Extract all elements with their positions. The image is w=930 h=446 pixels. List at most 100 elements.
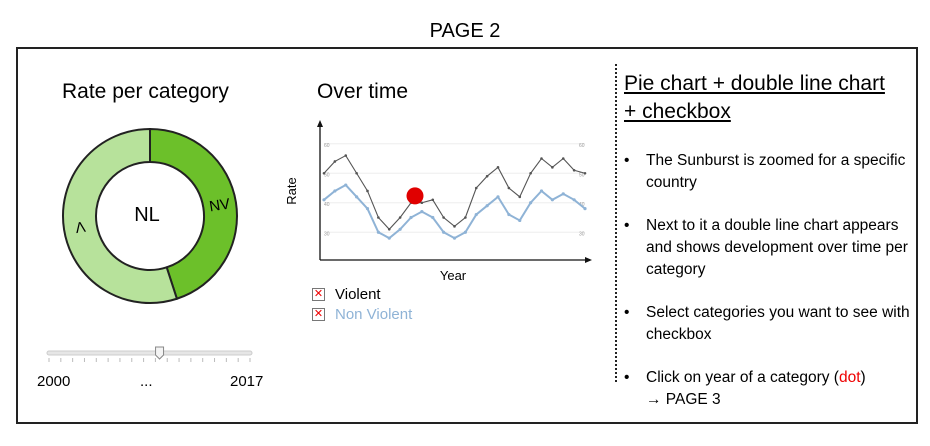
legend-non-violent[interactable]: ✕ Non Violent (312, 306, 412, 323)
series-point (322, 198, 326, 202)
slider-end-label: 2017 (230, 373, 264, 390)
series-point (518, 195, 522, 199)
y-tick-label-right: 50 (579, 172, 585, 178)
series-point (551, 166, 554, 169)
series-point (355, 195, 359, 199)
note-item: Next to it a double line chart appears a… (622, 215, 912, 281)
legend-violent[interactable]: ✕ Violent (312, 286, 381, 303)
series-point (464, 216, 467, 219)
series-point (442, 216, 445, 219)
slider-start-label: 2000 (37, 373, 71, 390)
y-tick-label: 50 (324, 172, 330, 178)
series-point (365, 207, 370, 211)
series-point (485, 204, 489, 208)
series-point (583, 171, 587, 175)
donut-center-label: NL (134, 204, 160, 226)
section-divider (615, 64, 617, 382)
series-point (387, 236, 391, 240)
series-point (398, 216, 402, 219)
series-point (507, 212, 511, 217)
note-dot-word: dot (838, 369, 861, 386)
notes-title: Pie chart + double line chart + checkbox (624, 70, 885, 126)
donut-chart[interactable]: NV V NL (55, 128, 245, 308)
series-point (474, 186, 478, 190)
series-point (561, 192, 565, 196)
series-point (453, 225, 456, 228)
series-point (322, 171, 326, 175)
notes-list: The Sunburst is zoomed for a specific co… (622, 150, 912, 432)
series-point (333, 160, 337, 163)
note-page-link[interactable]: → PAGE 3 (646, 391, 721, 408)
y-axis-label: Rate (284, 177, 299, 204)
x-axis-arrow (585, 257, 592, 263)
series-point (550, 198, 554, 202)
series-point (572, 169, 576, 172)
legend-violent-label: Violent (335, 286, 381, 303)
note-text: Click on year of a category ( (646, 369, 839, 386)
series-point (463, 230, 467, 234)
x-axis-label: Year (440, 268, 467, 283)
series-point (561, 157, 565, 160)
page-title: PAGE 2 (429, 20, 501, 42)
series-point (355, 171, 358, 175)
series-point (420, 201, 424, 205)
series-point (518, 218, 522, 223)
series-point (431, 198, 435, 202)
slider-track[interactable] (46, 350, 253, 356)
series-line (323, 183, 586, 240)
series-point (333, 189, 337, 193)
note-text-end: ) (860, 369, 866, 386)
series-point (398, 227, 402, 231)
note-item: The Sunburst is zoomed for a specific co… (622, 150, 912, 194)
year-slider[interactable] (45, 345, 255, 369)
series-point (539, 189, 544, 193)
donut-title: Rate per category (62, 80, 229, 103)
y-tick-label: 60 (324, 143, 330, 149)
content-frame (16, 47, 918, 424)
y-tick-label-right: 30 (579, 231, 585, 237)
highlight-dot[interactable] (406, 187, 424, 205)
line-chart-title: Over time (317, 80, 409, 103)
series-point (474, 212, 478, 217)
y-tick-label-right: 40 (579, 202, 585, 208)
violent-checkbox[interactable]: ✕ (312, 288, 325, 301)
note-item: Click on year of a category (dot) → PAGE… (622, 367, 912, 411)
series-point (496, 195, 500, 199)
series-point (431, 215, 435, 220)
series-point (529, 171, 532, 175)
series-point (496, 166, 500, 169)
series-point (409, 215, 413, 220)
legend-non-violent-label: Non Violent (335, 306, 413, 323)
series-point (452, 236, 457, 240)
series-point (344, 183, 348, 187)
series-point (485, 174, 489, 178)
series-point (442, 230, 446, 234)
series-point (344, 154, 348, 157)
series-line (323, 154, 586, 231)
notes-title-line1: Pie chart + double line chart (624, 72, 885, 95)
notes-title-line2: + checkbox (624, 100, 731, 123)
slider-thumb[interactable] (155, 346, 165, 360)
donut-label-v: V (74, 217, 87, 235)
series-point (507, 186, 511, 190)
series-point (529, 201, 533, 205)
y-tick-label-right: 60 (579, 143, 585, 149)
y-tick-label: 30 (324, 231, 330, 237)
line-chart[interactable]: 60 60 50 50 40 40 30 30 Year Rate (280, 118, 600, 288)
donut-segment-nv[interactable] (149, 128, 238, 301)
series-point (540, 157, 543, 160)
non-violent-checkbox[interactable]: ✕ (312, 308, 325, 321)
series-point (366, 189, 369, 193)
slider-ticks (48, 358, 251, 362)
series-point (572, 198, 576, 202)
slider-middle-label: ... (140, 373, 153, 390)
series-point (376, 230, 380, 234)
y-axis-arrow (317, 120, 323, 127)
donut-segment-v[interactable] (62, 128, 179, 304)
series-point (420, 210, 424, 214)
y-tick-label: 40 (324, 202, 330, 208)
series-point (377, 216, 380, 219)
donut-label-nv: NV (208, 195, 231, 215)
note-item: Select categories you want to see with c… (622, 302, 912, 346)
series-point (583, 207, 587, 211)
